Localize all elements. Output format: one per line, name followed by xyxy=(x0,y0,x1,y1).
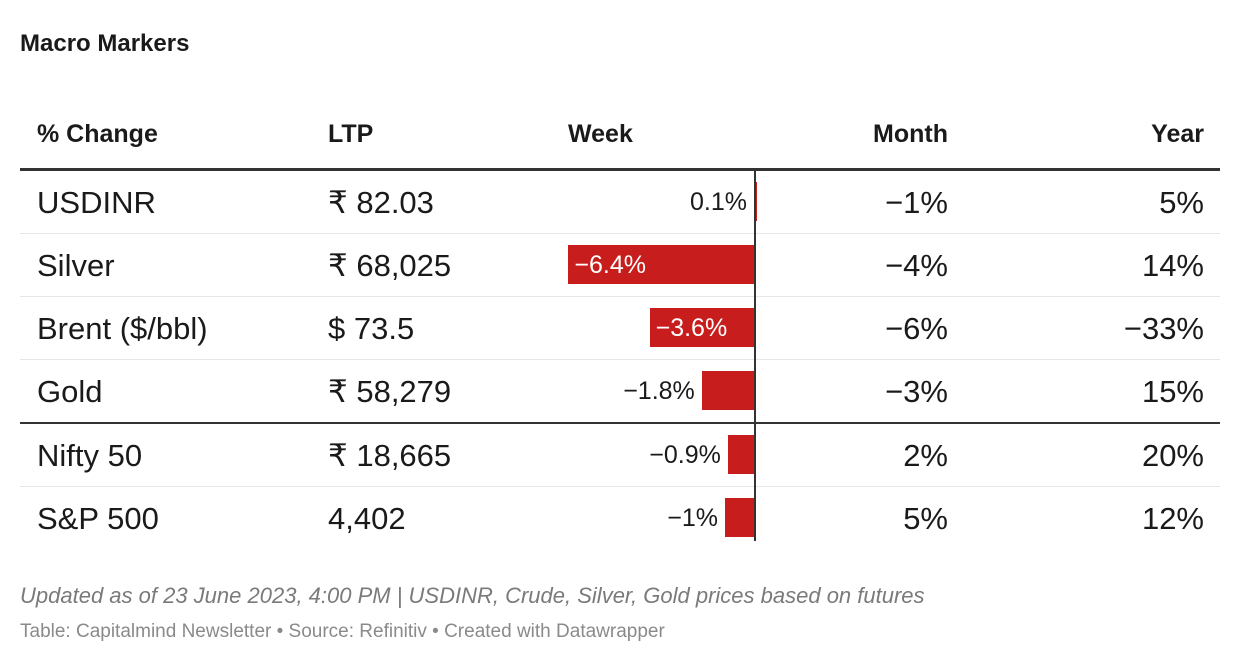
header-name[interactable]: % Change xyxy=(37,120,158,148)
row-year: 14% xyxy=(1141,248,1204,283)
header-month[interactable]: Month xyxy=(873,120,948,148)
row-name: USDINR xyxy=(37,185,156,220)
row-month: 5% xyxy=(903,501,948,536)
row-year: −33% xyxy=(1123,311,1204,346)
row-ltp: ₹ 68,025 xyxy=(328,248,452,283)
header-year[interactable]: Year xyxy=(1151,120,1204,148)
table-row: USDINR ₹ 82.03 0.1% −1% 5% xyxy=(20,171,1220,234)
row-name: Gold xyxy=(37,374,103,409)
row-ltp: ₹ 18,665 xyxy=(328,438,452,473)
table-header: % Change LTP Week Month Year xyxy=(20,104,1220,171)
week-label: 0.1% xyxy=(690,188,747,216)
table-row: Brent ($/bbl) $ 73.5 −3.6% −6% −33% xyxy=(20,297,1220,360)
week-label: −0.9% xyxy=(649,441,721,469)
row-name: Nifty 50 xyxy=(37,438,143,473)
data-table: % Change LTP Week Month Year USDINR ₹ 82… xyxy=(20,104,1220,549)
week-label: −1.8% xyxy=(623,377,695,405)
row-ltp: 4,402 xyxy=(328,501,406,536)
week-bar xyxy=(727,435,754,474)
table-row: Silver ₹ 68,025 −6.4% −4% 14% xyxy=(20,234,1220,297)
row-month: −6% xyxy=(885,311,948,346)
chart-title: Macro Markers xyxy=(20,30,190,57)
row-ltp: $ 73.5 xyxy=(328,311,415,346)
week-zero-line xyxy=(754,171,756,541)
row-year: 15% xyxy=(1141,374,1204,409)
week-bar xyxy=(568,245,754,284)
row-year: 5% xyxy=(1159,185,1204,220)
week-bar xyxy=(725,498,754,537)
week-label: −1% xyxy=(667,504,718,532)
row-name: S&P 500 xyxy=(37,501,159,536)
week-bar xyxy=(701,371,754,410)
header-week[interactable]: Week xyxy=(568,120,633,148)
row-month: −3% xyxy=(885,374,948,409)
row-year: 12% xyxy=(1141,501,1204,536)
row-month: −1% xyxy=(885,185,948,220)
row-ltp: ₹ 58,279 xyxy=(328,374,452,409)
table-row: Nifty 50 ₹ 18,665 −0.9% 2% 20% xyxy=(20,424,1220,487)
row-name: Brent ($/bbl) xyxy=(37,311,208,346)
table-row: Gold ₹ 58,279 −1.8% −3% 15% xyxy=(20,360,1220,424)
week-label: −6.4% xyxy=(574,251,646,279)
header-ltp[interactable]: LTP xyxy=(328,120,374,148)
footnote: Updated as of 23 June 2023, 4:00 PM | US… xyxy=(20,583,925,608)
row-month: 2% xyxy=(903,438,948,473)
row-month: −4% xyxy=(885,248,948,283)
row-ltp: ₹ 82.03 xyxy=(328,185,434,220)
table-row: S&P 500 4,402 −1% 5% 12% xyxy=(20,487,1220,549)
source-credit: Table: Capitalmind Newsletter • Source: … xyxy=(20,621,665,642)
week-label: −3.6% xyxy=(655,314,728,342)
row-name: Silver xyxy=(37,248,115,283)
week-bar xyxy=(649,308,754,347)
row-year: 20% xyxy=(1141,438,1204,473)
